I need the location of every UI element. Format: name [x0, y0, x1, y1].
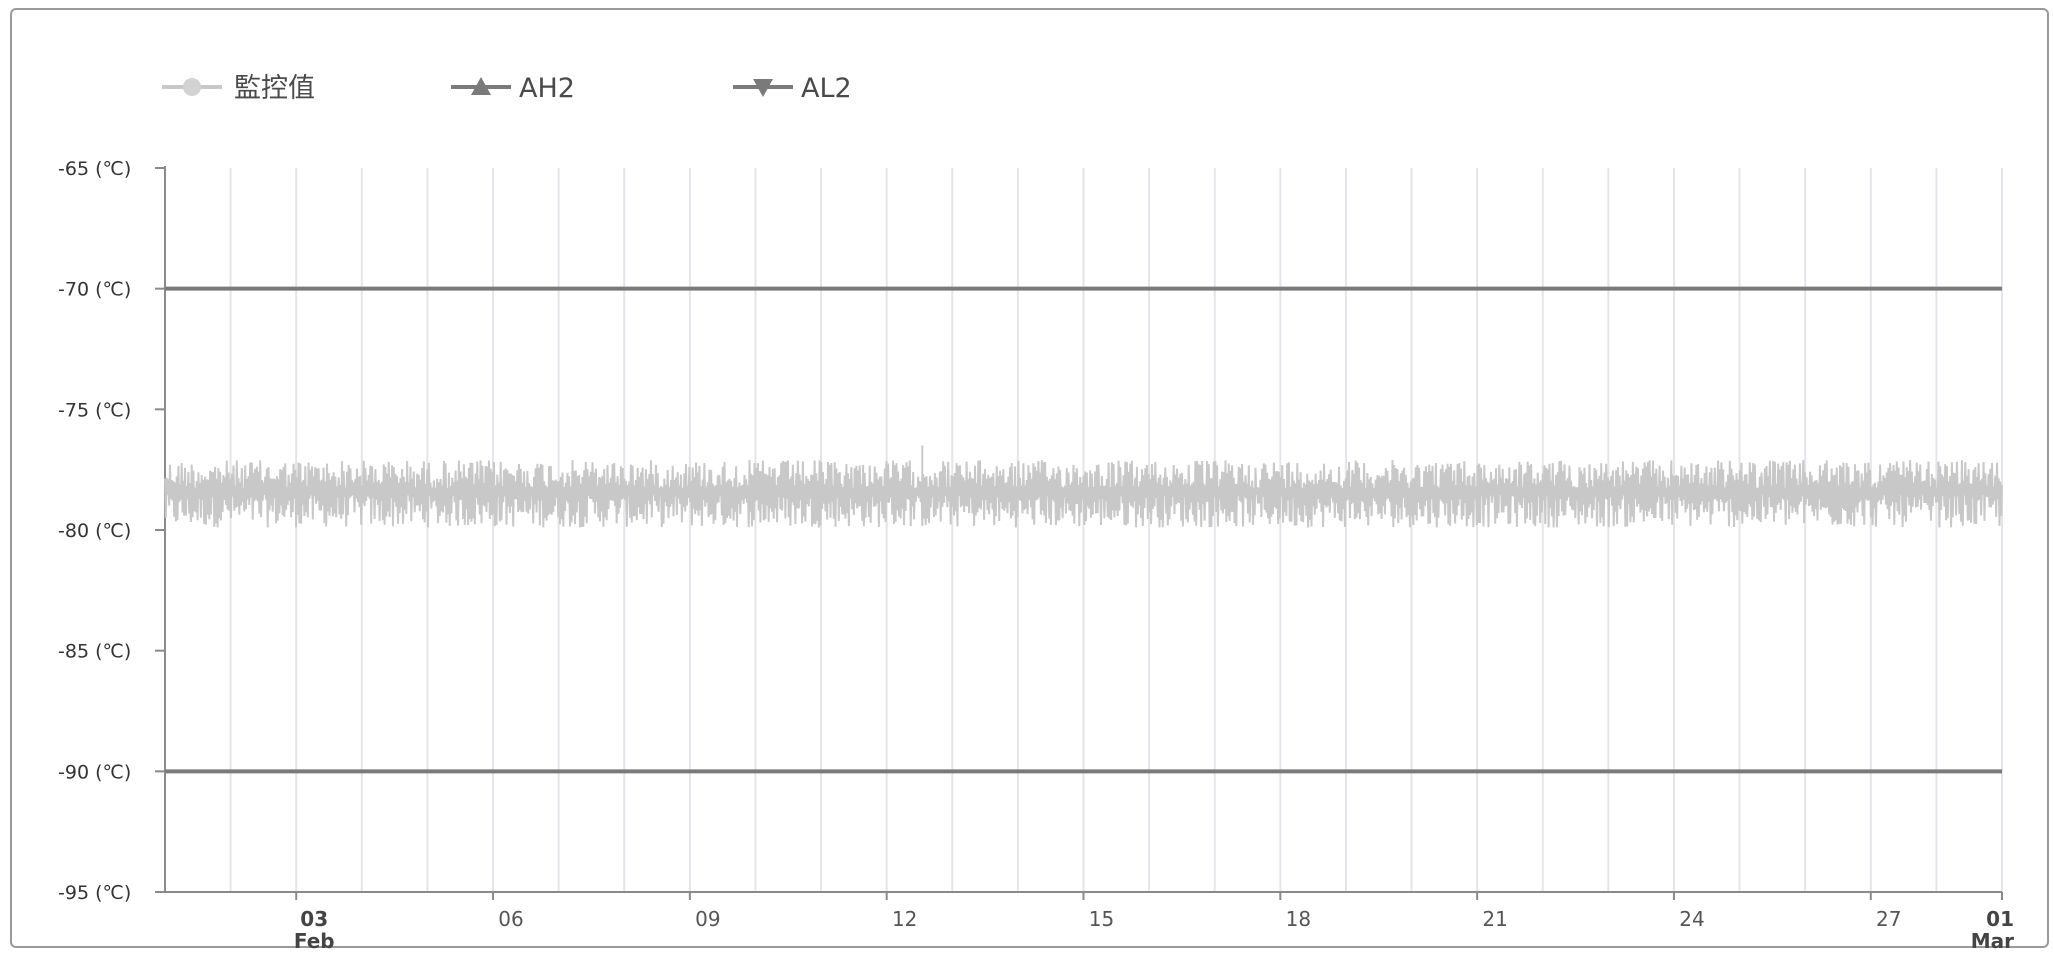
x-tick-label: 09 [695, 907, 720, 931]
triangle-up-icon [471, 77, 491, 95]
x-tick-sublabel: Mar [1971, 929, 2014, 953]
x-tick-sublabel: Feb [294, 929, 335, 953]
grid-lines [164, 168, 2003, 892]
x-tick-label: 24 [1679, 907, 1704, 931]
y-tick-label: -80 (℃) [58, 520, 131, 542]
legend-item-al2[interactable]: AL2 [733, 73, 852, 104]
series-line-monitor [164, 459, 2003, 528]
y-tick-label: -70 (℃) [58, 279, 131, 301]
legend-label-monitor: 監控值 [234, 73, 315, 104]
y-tick-label: -90 (℃) [58, 761, 131, 783]
x-tick-label: 15 [1089, 907, 1114, 931]
legend-item-monitor[interactable]: 監控值 [162, 73, 315, 104]
y-tick-label: -95 (℃) [58, 882, 131, 904]
x-tick-label: 12 [892, 907, 917, 931]
x-tick-label: 27 [1876, 907, 1901, 931]
y-tick-label: -85 (℃) [58, 641, 131, 663]
x-tick-label: 21 [1482, 907, 1507, 931]
y-tick-label: -65 (℃) [58, 158, 131, 180]
y-axis-ticks: -65 (℃) -70 (℃) -75 (℃) -80 (℃) -85 (℃) -90 (… [58, 158, 165, 904]
legend-label-al2: AL2 [801, 73, 852, 104]
y-tick-label: -75 (℃) [58, 399, 131, 421]
legend: 監控值 AH2 AL2 [162, 73, 852, 104]
x-tick-label: 18 [1286, 907, 1311, 931]
triangle-down-icon [753, 79, 773, 97]
circle-marker-icon [183, 78, 201, 96]
series [164, 286, 2003, 774]
legend-item-ah2[interactable]: AH2 [451, 73, 575, 104]
x-tick-label: 01 [1986, 907, 2014, 931]
legend-label-ah2: AH2 [519, 73, 575, 104]
x-tick-label: 06 [498, 907, 523, 931]
x-tick-label: 03 [300, 907, 328, 931]
